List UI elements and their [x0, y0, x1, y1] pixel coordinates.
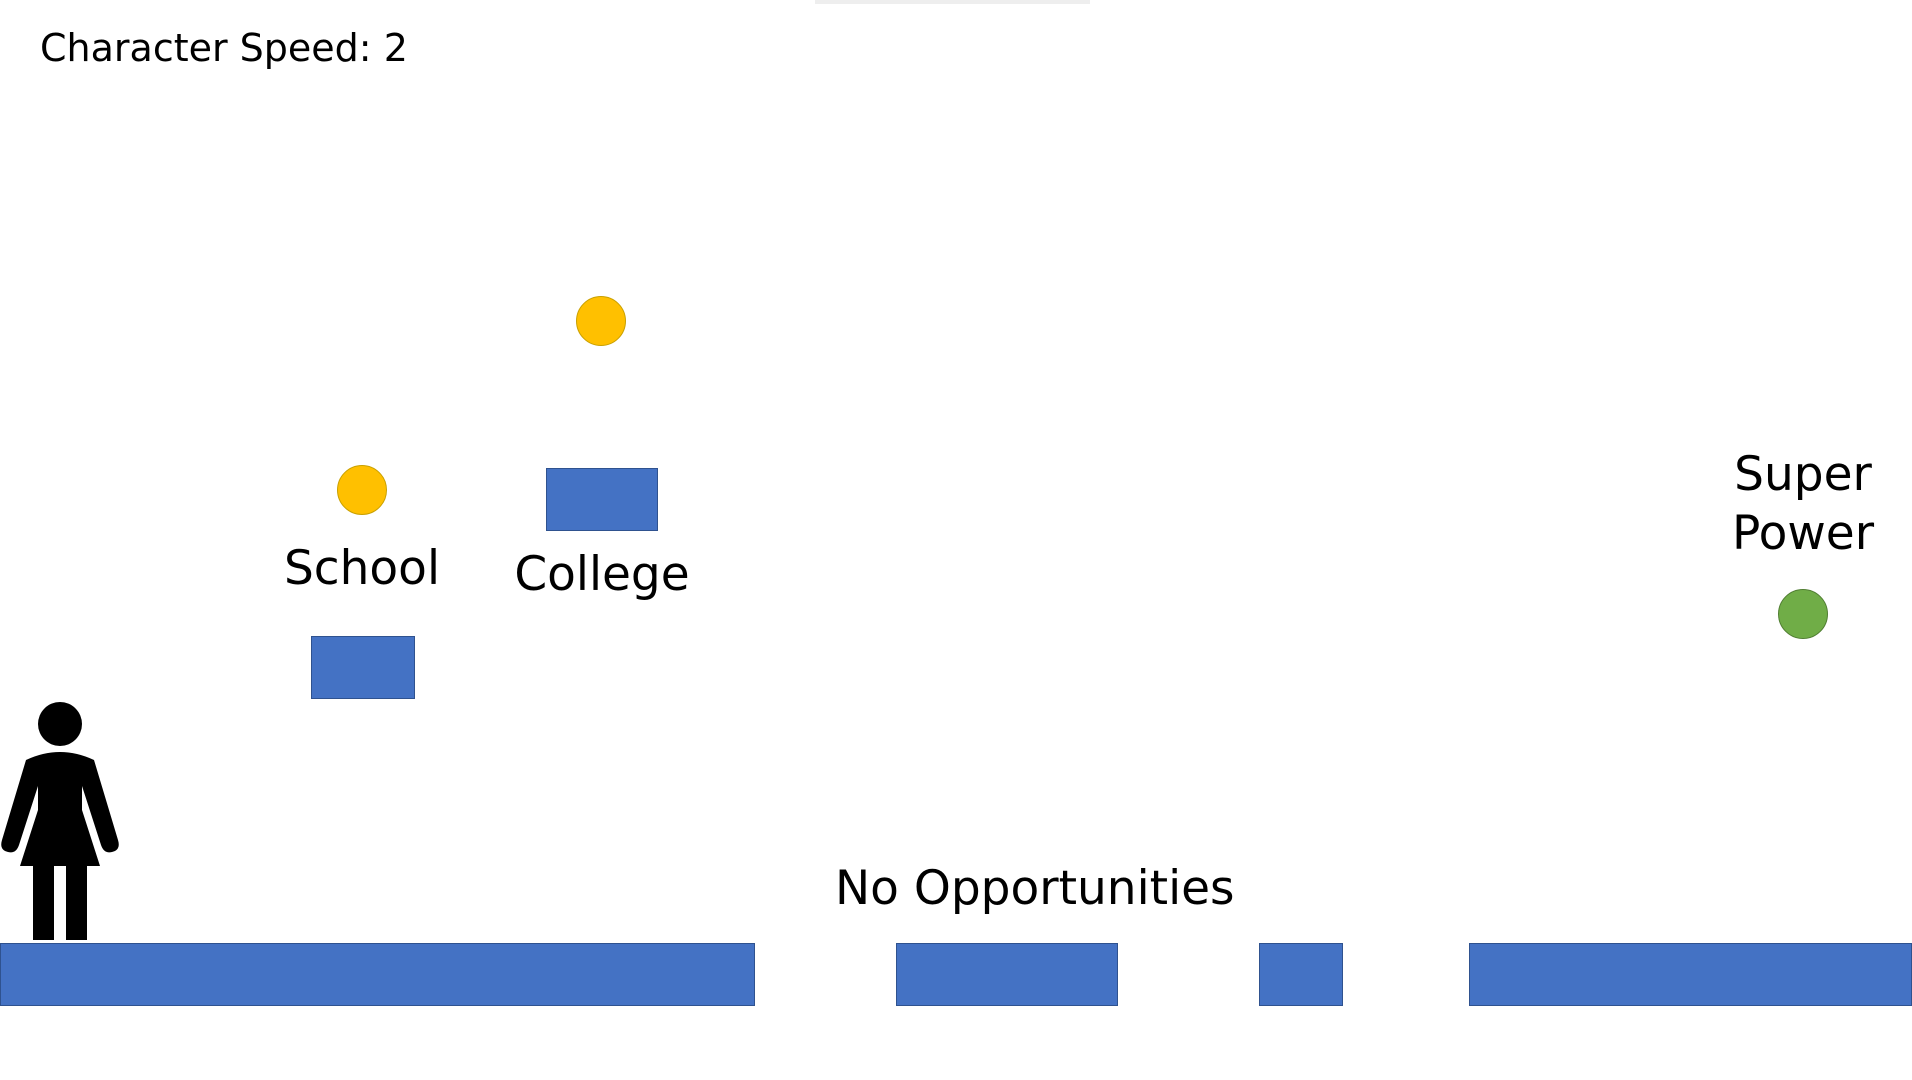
super-power-label: Super Power [1703, 446, 1903, 564]
character-speed-display: Character Speed: 2 [40, 26, 408, 70]
top-edge-bar [815, 0, 1090, 4]
super-power-orb-icon[interactable] [1778, 589, 1828, 639]
school-coin-icon[interactable] [337, 465, 387, 515]
ground-platform-1 [0, 943, 755, 1006]
super-power-label-line2: Power [1731, 505, 1875, 561]
college-platform [546, 468, 658, 531]
ground-platform-2 [896, 943, 1118, 1006]
no-opportunities-label: No Opportunities [835, 861, 1235, 916]
woman-figure-icon[interactable] [0, 700, 122, 942]
ground-platform-4 [1469, 943, 1912, 1006]
college-coin-icon[interactable] [576, 296, 626, 346]
super-power-label-line1: Super [1734, 447, 1872, 502]
college-label: College [514, 547, 690, 602]
school-label: School [283, 541, 441, 596]
ground-platform-3 [1259, 943, 1343, 1006]
school-platform [311, 636, 415, 699]
